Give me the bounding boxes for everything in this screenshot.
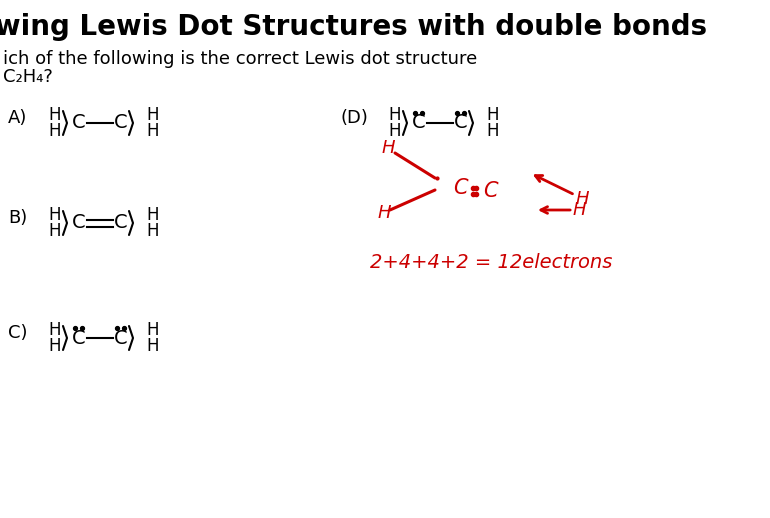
Text: H: H (377, 204, 390, 222)
Text: C: C (454, 113, 468, 133)
Text: H: H (49, 222, 62, 240)
Text: C₂H₄?: C₂H₄? (3, 68, 53, 86)
Text: wing Lewis Dot Structures with double bonds: wing Lewis Dot Structures with double bo… (0, 13, 707, 41)
Text: A): A) (8, 109, 28, 127)
Text: H: H (49, 337, 62, 355)
Text: 2+4+4+2 = 12electrons: 2+4+4+2 = 12electrons (370, 253, 612, 272)
Text: H: H (49, 321, 62, 339)
Text: ich of the following is the correct Lewis dot structure: ich of the following is the correct Lewi… (3, 50, 477, 68)
Text: H: H (147, 321, 159, 339)
Text: H: H (389, 122, 401, 140)
Text: H: H (49, 106, 62, 124)
Text: C: C (483, 181, 497, 201)
Text: H: H (147, 337, 159, 355)
Text: C: C (412, 113, 426, 133)
Text: C: C (72, 113, 85, 133)
Text: C: C (114, 113, 128, 133)
Text: (D): (D) (340, 109, 368, 127)
Text: H: H (575, 190, 589, 208)
Text: H: H (147, 106, 159, 124)
Text: H: H (49, 206, 62, 224)
Text: C: C (114, 328, 128, 348)
Text: H: H (49, 122, 62, 140)
Text: C: C (453, 178, 467, 198)
Text: H: H (487, 122, 499, 140)
Text: C: C (72, 328, 85, 348)
Text: C: C (114, 213, 128, 233)
Text: H: H (487, 106, 499, 124)
Text: H: H (389, 106, 401, 124)
Text: H: H (381, 139, 395, 157)
Text: H: H (147, 122, 159, 140)
Text: H: H (147, 206, 159, 224)
Text: H: H (572, 201, 586, 219)
Text: B): B) (8, 209, 27, 227)
Text: C): C) (8, 324, 28, 342)
Text: C: C (72, 213, 85, 233)
Text: H: H (147, 222, 159, 240)
